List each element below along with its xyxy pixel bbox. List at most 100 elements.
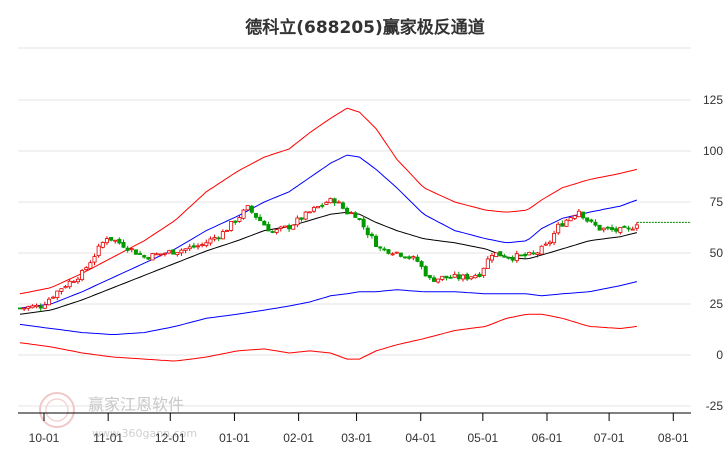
candle-body: [527, 251, 532, 256]
candle-body: [216, 237, 221, 240]
candle-body: [597, 224, 602, 231]
candle: [220, 229, 225, 240]
candle: [382, 246, 387, 252]
candle: [535, 251, 540, 258]
candle: [576, 208, 581, 218]
candle: [258, 214, 263, 222]
candle: [299, 217, 304, 222]
y-tick-label: 75: [710, 195, 724, 209]
candle: [34, 303, 39, 309]
candle-body: [564, 219, 569, 227]
candle-body: [369, 233, 374, 237]
candle: [179, 248, 184, 256]
candle-body: [514, 253, 519, 262]
middle-band: [19, 211, 638, 315]
candle-body: [626, 227, 631, 230]
candle-body: [394, 251, 399, 254]
y-axis-ticks: 125 100 75 50 25 0 -25: [703, 93, 723, 413]
candle: [556, 222, 561, 235]
candle-body: [245, 205, 250, 211]
candle: [349, 211, 354, 215]
candle-body: [299, 217, 304, 220]
candle-body: [547, 241, 552, 245]
candle: [407, 255, 412, 260]
candle: [291, 224, 296, 230]
candle-body: [233, 220, 238, 223]
watermark: 赢家江恩软件 www.360gann.com: [39, 392, 197, 440]
candle-body: [55, 290, 60, 298]
candle: [51, 295, 56, 299]
candle-body: [378, 246, 383, 249]
candle: [262, 220, 267, 226]
candle: [150, 253, 155, 261]
candle: [531, 250, 536, 256]
candle-body: [407, 256, 412, 259]
candle-body: [585, 217, 590, 222]
candle: [634, 222, 639, 231]
candle-body: [489, 254, 494, 261]
candle-body: [167, 250, 172, 254]
candle-body: [469, 276, 474, 280]
candle: [398, 252, 403, 258]
candle-body: [224, 230, 229, 232]
candle: [38, 303, 43, 312]
candle-body: [535, 252, 540, 255]
y-tick-label: 25: [710, 297, 724, 311]
candle: [278, 225, 283, 232]
candle: [30, 304, 35, 309]
candle-body: [494, 252, 499, 257]
candle-body: [237, 217, 242, 222]
candle-body: [365, 227, 370, 236]
candle: [55, 290, 60, 301]
candle-body: [510, 257, 515, 261]
candle: [100, 241, 105, 249]
candle: [96, 243, 101, 258]
candle: [436, 278, 441, 284]
watermark-brand: 赢家江恩软件: [88, 395, 184, 414]
candle: [237, 215, 242, 223]
candle: [568, 216, 573, 222]
candle: [597, 224, 602, 231]
candle-body: [353, 212, 358, 218]
candle: [452, 271, 457, 278]
candle-body: [605, 226, 610, 229]
x-tick-label: 05-01: [467, 431, 498, 445]
candle-body: [249, 205, 254, 213]
candle-body: [183, 248, 188, 251]
y-tick-label: 0: [716, 348, 723, 362]
candle-body: [423, 266, 428, 277]
candle: [216, 236, 221, 242]
candle-body: [92, 256, 97, 263]
candle: [494, 252, 499, 258]
candle-body: [448, 276, 453, 279]
x-tick-label: 11-01: [93, 431, 123, 445]
candle-body: [506, 256, 511, 259]
candle: [158, 253, 163, 257]
candle: [610, 224, 615, 232]
lower-outer-band: [19, 313, 637, 362]
candle-body: [614, 228, 619, 232]
candle: [378, 245, 383, 252]
candle: [502, 253, 507, 258]
candle-body: [191, 245, 196, 248]
candle: [67, 278, 72, 289]
candle-body: [175, 252, 180, 256]
candle-body: [374, 235, 379, 248]
candle: [154, 252, 159, 256]
candle: [394, 251, 399, 254]
candle-body: [361, 218, 366, 228]
candle-body: [630, 228, 635, 231]
candle-body: [187, 246, 192, 250]
lower-inner-band: [19, 281, 638, 335]
candle-body: [419, 261, 424, 267]
candle: [411, 255, 416, 261]
candle: [249, 204, 254, 214]
candle: [253, 213, 258, 220]
candle: [183, 248, 188, 254]
candle-body: [460, 274, 465, 280]
candle-body: [75, 278, 80, 283]
candle: [282, 225, 287, 228]
candle: [146, 256, 151, 261]
candle-body: [171, 249, 176, 255]
